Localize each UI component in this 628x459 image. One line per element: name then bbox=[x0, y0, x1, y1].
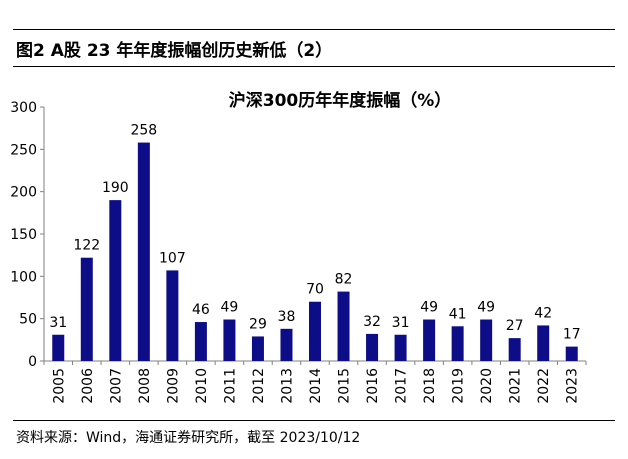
x-tick-label: 2007 bbox=[108, 368, 124, 404]
figure-title: 图2 A股 23 年年度振幅创历史新低（2） bbox=[16, 41, 333, 61]
bar-2010 bbox=[194, 322, 207, 361]
bar-2020 bbox=[480, 319, 493, 361]
data-label: 49 bbox=[221, 300, 239, 316]
data-label: 258 bbox=[130, 123, 157, 139]
x-tick-label: 2006 bbox=[80, 368, 96, 404]
x-tick-label: 2008 bbox=[137, 368, 153, 404]
data-label: 38 bbox=[278, 309, 296, 325]
title-rule bbox=[13, 66, 615, 67]
bar-2019 bbox=[451, 326, 464, 361]
bar-2012 bbox=[251, 336, 264, 361]
x-tick-label: 2009 bbox=[165, 368, 181, 404]
y-tick-label: 100 bbox=[10, 269, 37, 285]
y-tick-label: 0 bbox=[28, 354, 37, 370]
bar-2009 bbox=[166, 270, 179, 361]
data-label: 41 bbox=[449, 306, 467, 322]
bar-series bbox=[52, 142, 578, 361]
y-tick-label: 200 bbox=[10, 185, 37, 201]
bar-2005 bbox=[52, 334, 65, 361]
x-tick-label: 2021 bbox=[508, 368, 524, 404]
chart-title: 沪深300历年年度振幅（%） bbox=[229, 90, 452, 111]
bar-2021 bbox=[508, 338, 521, 361]
data-label: 49 bbox=[477, 300, 495, 316]
data-label: 27 bbox=[506, 318, 524, 334]
bar-2015 bbox=[337, 291, 350, 361]
data-label: 107 bbox=[159, 250, 186, 266]
x-tick-label: 2010 bbox=[194, 368, 210, 404]
bar-2014 bbox=[309, 301, 321, 361]
data-label: 32 bbox=[363, 314, 381, 330]
data-label: 31 bbox=[49, 315, 67, 331]
data-label: 122 bbox=[73, 238, 100, 254]
data-label: 190 bbox=[102, 180, 129, 196]
bar-2013 bbox=[280, 328, 293, 361]
data-label: 82 bbox=[335, 272, 353, 288]
data-label: 17 bbox=[563, 327, 581, 343]
data-label: 29 bbox=[249, 316, 267, 332]
x-tick-label: 2005 bbox=[51, 368, 67, 404]
source-rule bbox=[13, 420, 615, 421]
y-tick-label: 50 bbox=[19, 312, 37, 328]
data-label: 49 bbox=[420, 300, 438, 316]
x-tick-label: 2018 bbox=[422, 368, 438, 404]
x-tick-label: 2017 bbox=[394, 368, 410, 404]
bar-2006 bbox=[80, 257, 93, 361]
x-tick-label: 2012 bbox=[251, 368, 267, 404]
bar-2017 bbox=[394, 334, 407, 361]
data-label: 42 bbox=[534, 305, 552, 321]
x-tick-label: 2013 bbox=[279, 368, 295, 404]
y-tick-label: 150 bbox=[10, 227, 37, 243]
data-label: 31 bbox=[392, 315, 410, 331]
x-tick-label: 2014 bbox=[308, 368, 324, 404]
x-tick-label: 2019 bbox=[451, 368, 467, 404]
y-tick-label: 300 bbox=[10, 100, 37, 116]
x-tick-label: 2011 bbox=[222, 368, 238, 404]
bar-2007 bbox=[109, 200, 122, 361]
x-tick-label: 2015 bbox=[337, 368, 353, 404]
source-note: 资料来源：Wind，海通证券研究所，截至 2023/10/12 bbox=[16, 430, 361, 446]
bar-2022 bbox=[537, 325, 550, 361]
x-tick-label: 2022 bbox=[536, 368, 552, 404]
data-label: 70 bbox=[306, 282, 324, 298]
bar-chart: 沪深300历年年度振幅（%） 0 50 100 150 200 250 300 2005 200… bbox=[10, 90, 587, 404]
data-label: 46 bbox=[192, 302, 210, 318]
x-tick-label: 2016 bbox=[365, 368, 381, 404]
bar-2016 bbox=[366, 333, 379, 361]
bar-2011 bbox=[223, 319, 236, 361]
bar-2008 bbox=[137, 142, 150, 361]
x-tick-label: 2020 bbox=[479, 368, 495, 404]
top-rule bbox=[13, 29, 615, 30]
y-tick-label: 250 bbox=[10, 142, 37, 158]
x-tick-label: 2023 bbox=[565, 368, 581, 404]
data-labels: 31 122 190 258 107 46 49 29 38 70 82 32 31 49 41 49 27 42… bbox=[49, 123, 580, 343]
chart-axes: 0 50 100 150 200 250 300 2005 2006 2007 2008 2009 20… bbox=[10, 100, 587, 404]
bar-2023 bbox=[565, 346, 578, 361]
bar-2018 bbox=[423, 319, 436, 361]
